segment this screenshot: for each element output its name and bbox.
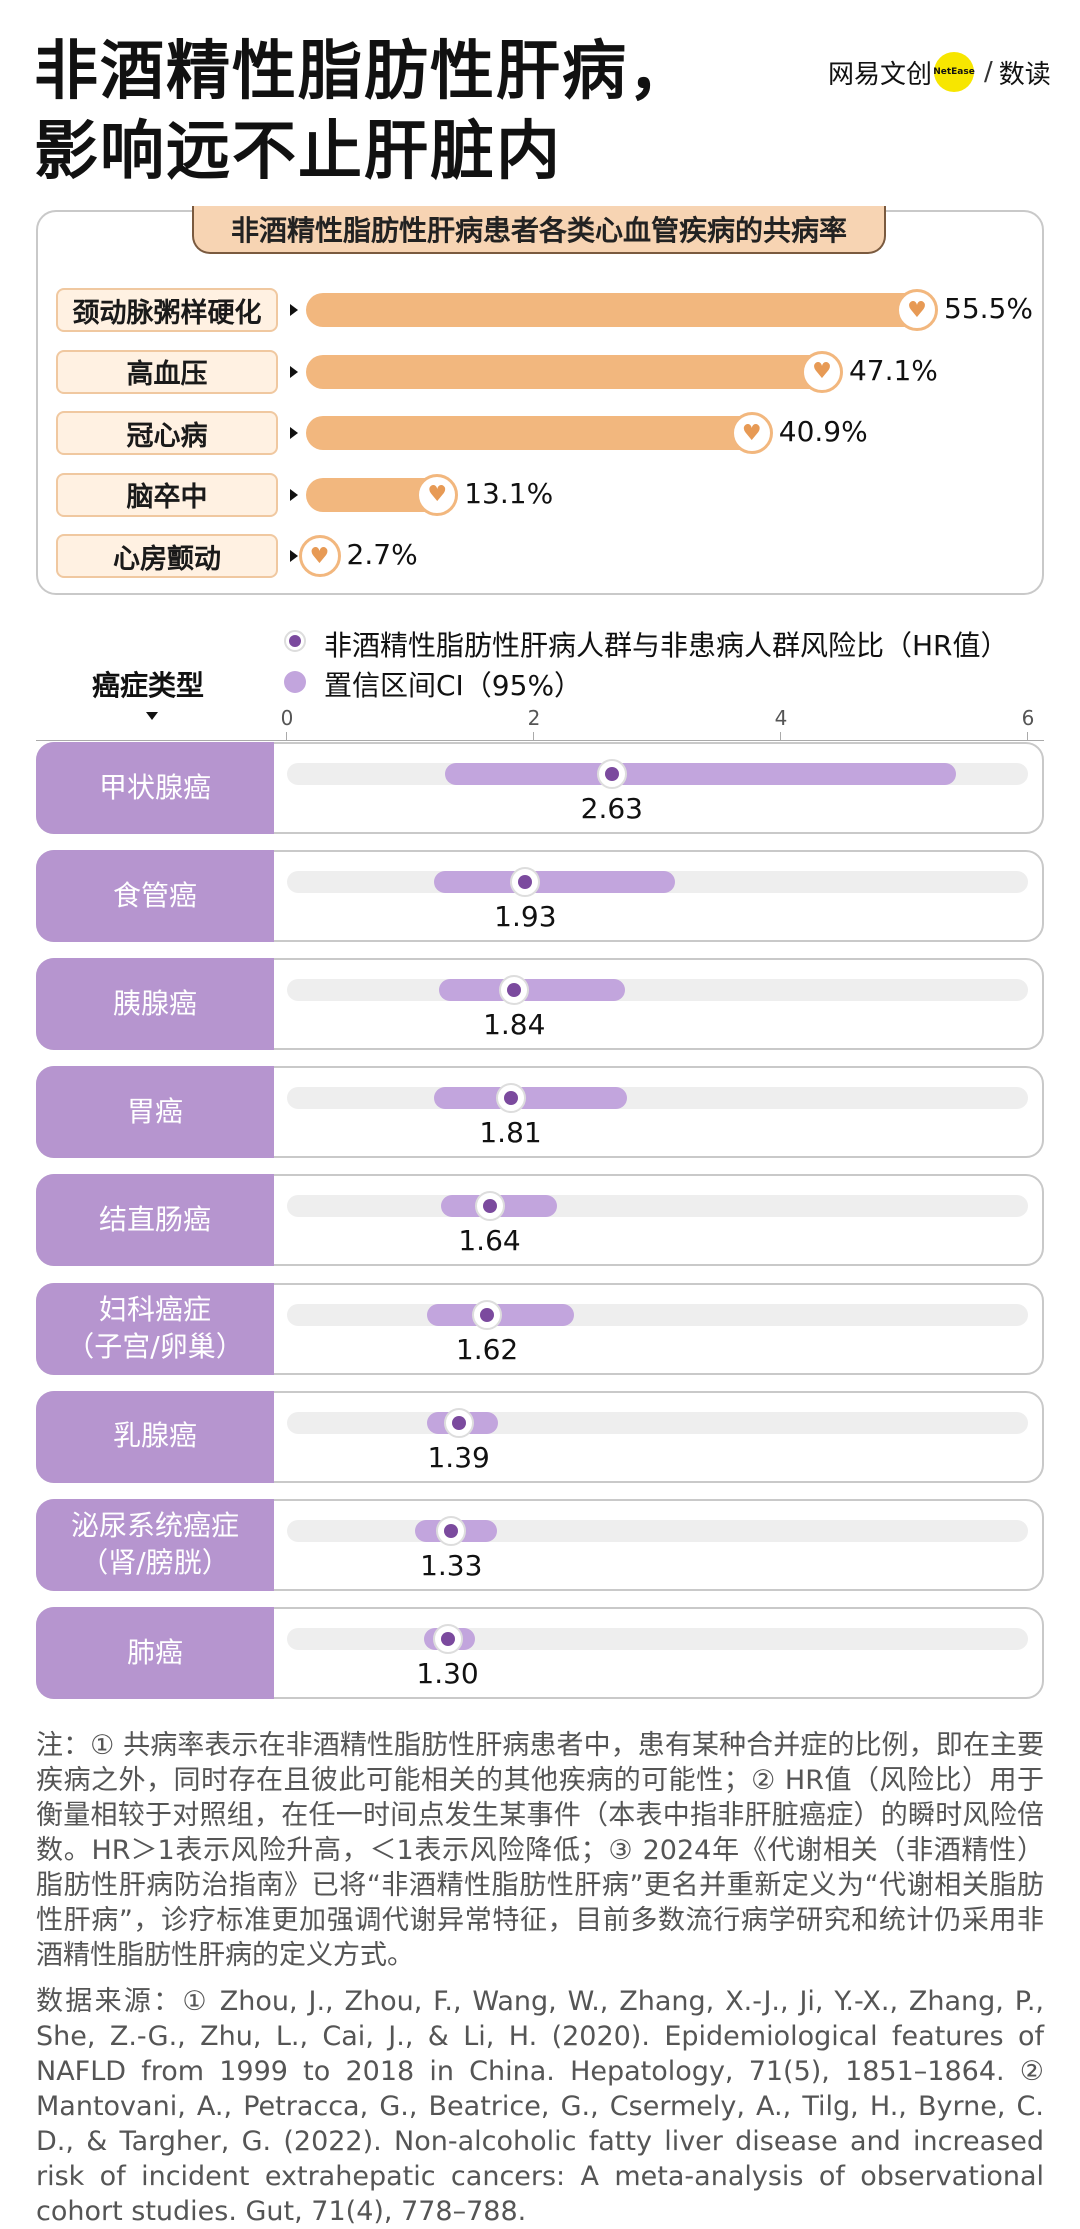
hr-track bbox=[287, 1519, 1028, 1542]
comorbidity-category-label: 冠心病 bbox=[56, 411, 278, 455]
comorbidity-value-label: 40.9% bbox=[778, 415, 868, 448]
comorbidity-category-label: 心房颤动 bbox=[56, 534, 278, 578]
cancer-type-label: 妇科癌症 （子宫/卵巢） bbox=[36, 1282, 274, 1375]
axis-line bbox=[36, 740, 1044, 741]
axis-tick-label: 6 bbox=[1021, 706, 1035, 730]
comorbidity-bar bbox=[306, 416, 769, 450]
brand-right: 数读 bbox=[998, 59, 1051, 90]
cancer-type-label-line: （子宫/卵巢） bbox=[66, 1329, 244, 1363]
hr-value-label: 1.81 bbox=[479, 1116, 542, 1150]
axis-tick-mark bbox=[780, 732, 781, 740]
comorbidity-category-label: 高血压 bbox=[56, 349, 278, 394]
comorbidity-category-label: 脑卒中 bbox=[56, 472, 278, 517]
footnote: 注：① 共病率表示在非酒精性脂肪性肝病患者中，患有某种合并症的比例，即在主要疾病… bbox=[36, 1730, 1044, 1971]
heart-pulse-icon: ♥ bbox=[298, 535, 341, 577]
hr-point-marker bbox=[472, 1299, 503, 1330]
header-down-arrow-icon bbox=[146, 712, 158, 720]
heart-pulse-icon: ♥ bbox=[416, 473, 459, 516]
cancer-type-label: 乳腺癌 bbox=[36, 1390, 274, 1483]
legend-ci-label: 置信区间CI（95%） bbox=[324, 669, 583, 702]
cancer-type-header: 癌症类型 bbox=[92, 669, 205, 702]
hr-value-label: 1.39 bbox=[427, 1440, 490, 1474]
data-source: 数据来源：① Zhou, J., Zhou, F., Wang, W., Zha… bbox=[36, 1986, 1044, 2227]
comorbidity-value-label: 13.1% bbox=[464, 476, 554, 510]
hr-value-label: 1.30 bbox=[416, 1656, 479, 1690]
cancer-type-label-line: 肺癌 bbox=[126, 1635, 183, 1669]
legend-hr-marker bbox=[284, 630, 306, 652]
confidence-interval-bar bbox=[445, 763, 957, 785]
heart-pulse-icon: ♥ bbox=[896, 289, 938, 331]
axis-tick-mark bbox=[533, 732, 534, 740]
comorbidity-category-label: 颈动脉粥样硬化 bbox=[56, 288, 278, 332]
brand-badge: NetEase bbox=[933, 52, 975, 92]
hr-point-marker bbox=[596, 759, 627, 789]
pointer-icon bbox=[290, 427, 298, 439]
confidence-interval-bar bbox=[433, 871, 675, 894]
axis-tick-mark bbox=[1027, 732, 1028, 740]
hr-point-marker bbox=[432, 1623, 463, 1654]
confidence-interval-bar bbox=[433, 1087, 627, 1110]
hr-point-marker bbox=[510, 867, 541, 898]
hr-value-label: 1.93 bbox=[494, 900, 557, 934]
cancer-type-label-line: 胰腺癌 bbox=[112, 986, 197, 1020]
axis-tick-label: 2 bbox=[527, 706, 541, 730]
hr-value-label: 1.64 bbox=[458, 1224, 521, 1258]
legend-ci-marker bbox=[284, 671, 306, 693]
hr-value-label: 1.84 bbox=[483, 1008, 546, 1042]
hr-value-label: 2.63 bbox=[580, 792, 643, 825]
cancer-type-label: 泌尿系统癌症 （肾/膀胱） bbox=[36, 1498, 274, 1591]
hr-track bbox=[287, 1087, 1028, 1110]
comorbidity-value-label: 47.1% bbox=[848, 353, 938, 387]
hr-value-label: 1.62 bbox=[455, 1332, 519, 1366]
hr-point-marker bbox=[495, 1083, 526, 1114]
cancer-type-label-line: 妇科癌症 bbox=[98, 1293, 211, 1327]
cancer-type-label-line: （肾/膀胱） bbox=[80, 1545, 230, 1579]
pointer-icon bbox=[290, 365, 298, 378]
comorbidity-value-label: 55.5% bbox=[944, 292, 1033, 325]
heart-pulse-icon: ♥ bbox=[800, 350, 843, 393]
brand-left: 网易文创 bbox=[828, 59, 933, 90]
comorbidity-chart-title: 非酒精性脂肪性肝病患者各类心血管疾病的共病率 bbox=[192, 206, 886, 254]
cancer-type-label: 食管癌 bbox=[36, 850, 274, 943]
page-title-line-2: 影响远不止肝脏内 bbox=[34, 115, 562, 189]
hr-track bbox=[287, 1411, 1028, 1434]
cancer-type-label: 肺癌 bbox=[36, 1606, 274, 1699]
page-title-line-1: 非酒精性脂肪性肝病， bbox=[34, 35, 694, 109]
pointer-icon bbox=[290, 488, 298, 501]
pointer-icon bbox=[290, 550, 298, 562]
confidence-interval-bar bbox=[438, 979, 626, 1002]
brand-slash: / bbox=[984, 57, 993, 87]
hr-point-marker bbox=[499, 975, 530, 1006]
pointer-icon bbox=[290, 304, 298, 316]
hr-value-label: 1.33 bbox=[420, 1548, 483, 1582]
hr-track bbox=[287, 1627, 1028, 1650]
cancer-type-label: 胃癌 bbox=[36, 1066, 274, 1159]
hr-track bbox=[287, 1303, 1028, 1326]
hr-track bbox=[287, 979, 1028, 1002]
hr-track bbox=[287, 1195, 1028, 1218]
cancer-type-label-line: 泌尿系统癌症 bbox=[70, 1509, 239, 1543]
cancer-type-label-line: 胃癌 bbox=[126, 1095, 183, 1129]
axis-tick-mark bbox=[286, 732, 287, 740]
cancer-type-label-line: 甲状腺癌 bbox=[98, 770, 211, 804]
heart-pulse-icon: ♥ bbox=[730, 412, 773, 454]
hr-point-marker bbox=[436, 1515, 467, 1546]
hr-point-marker bbox=[474, 1191, 505, 1222]
axis-tick-label: 0 bbox=[280, 706, 294, 730]
legend-hr-label: 非酒精性脂肪性肝病人群与非患病人群风险比（HR值） bbox=[324, 629, 1009, 662]
axis-tick-label: 4 bbox=[774, 706, 788, 730]
cancer-type-label-line: 结直肠癌 bbox=[98, 1203, 211, 1237]
comorbidity-bar bbox=[306, 293, 934, 327]
cancer-type-label: 结直肠癌 bbox=[36, 1174, 274, 1267]
comorbidity-value-label: 2.7% bbox=[346, 538, 418, 571]
brand-logo: 网易文创 NetEase / 数读 bbox=[828, 52, 1051, 92]
cancer-type-label-line: 乳腺癌 bbox=[112, 1419, 197, 1453]
cancer-type-label: 胰腺癌 bbox=[36, 958, 274, 1051]
cancer-type-label: 甲状腺癌 bbox=[36, 742, 274, 834]
hr-point-marker bbox=[443, 1407, 474, 1438]
comorbidity-bar bbox=[306, 354, 839, 389]
cancer-type-label-line: 食管癌 bbox=[112, 878, 197, 912]
